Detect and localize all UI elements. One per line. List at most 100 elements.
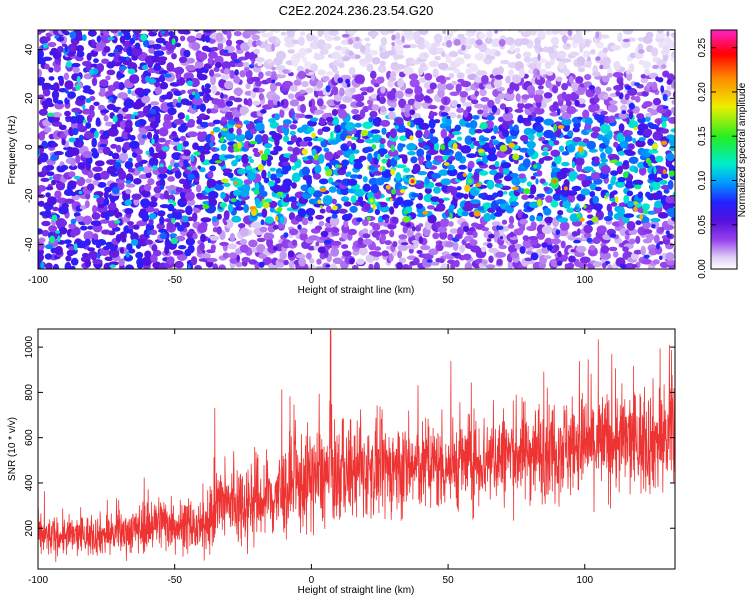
heatmap-cell [668, 116, 675, 124]
heatmap-cell [429, 46, 439, 56]
heatmap-cell [96, 63, 105, 73]
heatmap-cell [323, 30, 329, 34]
heatmap-cell [350, 142, 357, 151]
heatmap-cell [77, 95, 86, 101]
heatmap-speckle [579, 217, 585, 222]
heatmap-cell [408, 73, 419, 81]
heatmap-cell [657, 212, 669, 219]
heatmap-cell [272, 184, 283, 194]
heatmap-speckle [536, 76, 541, 80]
heatmap-cell [372, 116, 382, 127]
heatmap-speckle [128, 157, 133, 163]
colorbar: 0.000.050.100.150.200.25 Normalized spec… [697, 29, 748, 279]
heatmap-cell [446, 185, 455, 193]
heatmap-speckle [456, 103, 461, 108]
heatmap-cell [611, 190, 618, 195]
heatmap-cell [207, 57, 214, 65]
colorbar-tick-label-4: 0.20 [697, 82, 708, 102]
heatmap-cell [298, 36, 305, 46]
heatmap-cell [355, 101, 365, 107]
heatmap-cell [213, 73, 222, 78]
heatmap-cell [655, 32, 666, 39]
heatmap-cell [544, 61, 552, 69]
heatmap-cell [97, 104, 106, 111]
heatmap-cell [233, 199, 242, 208]
heatmap-cell [420, 245, 431, 251]
heatmap-cell [341, 244, 349, 249]
heatmap-cell [445, 83, 454, 91]
heatmap-cell [299, 89, 306, 95]
heatmap-cell [424, 176, 430, 186]
heatmap-speckle [609, 233, 617, 238]
heatmap-cell [227, 243, 237, 250]
heatmap-cell [487, 145, 496, 156]
heatmap-cell [519, 147, 530, 153]
heatmap-speckle [377, 153, 381, 160]
heatmap-cell [454, 57, 465, 65]
heatmap-cell [71, 107, 81, 113]
heatmap-speckle [587, 56, 591, 62]
heatmap-speckle [372, 202, 376, 211]
heatmap-cell [282, 119, 292, 125]
heatmap-speckle [509, 231, 514, 238]
heatmap-cell [72, 66, 80, 74]
heatmap-cell [185, 205, 193, 216]
heatmap-speckle [497, 225, 504, 230]
heatmap-speckle [311, 74, 315, 81]
heatmap-speckle [537, 85, 544, 90]
heatmap-cell [640, 77, 649, 84]
heatmap-cell [262, 256, 273, 266]
heatmap-speckle [659, 255, 663, 261]
heatmap-cell [75, 45, 85, 53]
heatmap-cell [293, 79, 302, 86]
heatmap-speckle [258, 261, 265, 268]
heatmap-cell [84, 259, 92, 268]
heatmap-cell [535, 89, 545, 95]
heatmap-speckle [389, 198, 393, 202]
heatmap-cell [276, 50, 286, 61]
heatmap-cell [124, 208, 134, 215]
heatmap-cell [550, 238, 562, 245]
heatmap-cell [398, 98, 407, 109]
heatmap-cell [276, 168, 283, 174]
heatmap-cell [45, 164, 55, 171]
heatmap-cell [380, 119, 391, 127]
heatmap-speckle [635, 220, 642, 226]
heatmap-speckle [486, 242, 493, 249]
heatmap-speckle [509, 124, 513, 131]
heatmap-cell [373, 255, 380, 261]
snr-y-tick-label-2: 600 [24, 429, 35, 446]
heatmap-cell [103, 245, 110, 251]
heatmap-cell [242, 183, 251, 193]
heatmap-cell [210, 135, 216, 143]
heatmap-cell [552, 101, 559, 112]
heatmap-cell [173, 118, 184, 125]
heatmap-speckle [594, 113, 601, 121]
heatmap-cell [418, 137, 424, 143]
heatmap-cell [541, 140, 550, 145]
heatmap-speckle [147, 229, 152, 236]
colorbar-gradient [711, 30, 737, 269]
heatmap-speckle [75, 84, 81, 91]
heatmap-cell [306, 126, 315, 133]
snr-y-tick-label-0: 200 [24, 519, 35, 536]
heatmap-cell [571, 24, 576, 30]
heatmap-cell [38, 228, 43, 235]
heatmap-cell [437, 75, 446, 81]
heatmap-cell [52, 82, 60, 92]
heatmap-cell [347, 213, 353, 219]
heatmap-speckle [660, 64, 667, 69]
heatmap-cell [336, 150, 344, 156]
heatmap-cell [561, 82, 569, 91]
heatmap-cell [596, 225, 607, 235]
heatmap-cell [550, 149, 561, 157]
heatmap-cell [233, 87, 243, 96]
heatmap-speckle [225, 100, 233, 107]
heatmap-cell [144, 250, 152, 259]
heatmap-cell [330, 247, 340, 257]
heatmap-cell [590, 49, 596, 55]
heatmap-speckle [451, 252, 459, 257]
heatmap-cell [550, 36, 560, 46]
heatmap-cell [133, 178, 142, 185]
heatmap-cell [543, 186, 550, 192]
